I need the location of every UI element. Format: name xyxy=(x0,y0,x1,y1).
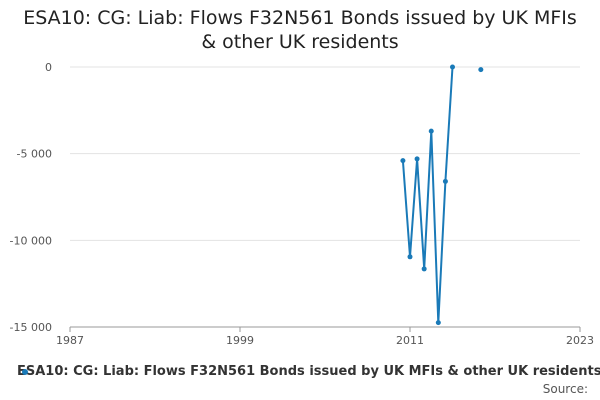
series-layer xyxy=(400,64,484,326)
grid-lines xyxy=(70,66,580,328)
y-tick-label: -15 000 xyxy=(10,321,52,334)
data-point xyxy=(435,320,441,326)
chart-title: ESA10: CG: Liab: Flows F32N561 Bonds iss… xyxy=(23,7,577,53)
x-tick-label: 2011 xyxy=(396,334,424,347)
data-point xyxy=(442,178,448,184)
x-tick-label: 1987 xyxy=(56,334,84,347)
data-point xyxy=(414,156,420,162)
source-label: Source: xyxy=(542,382,588,396)
legend-label: ESA10: CG: Liab: Flows F32N561 Bonds iss… xyxy=(17,364,600,379)
axes xyxy=(69,326,581,332)
y-tick-label: -5 000 xyxy=(17,148,52,161)
y-tick-label: -10 000 xyxy=(10,234,52,247)
data-point xyxy=(478,67,484,73)
series-line xyxy=(401,66,454,324)
x-tick-label: 2023 xyxy=(566,334,594,347)
x-tick-label: 1999 xyxy=(226,334,254,347)
data-point xyxy=(400,158,406,164)
data-point xyxy=(450,64,455,70)
legend[interactable]: ESA10: CG: Liab: Flows F32N561 Bonds iss… xyxy=(14,364,600,379)
data-point xyxy=(407,254,413,260)
x-axis-labels: 1987 1999 2011 2023 xyxy=(56,334,594,347)
y-tick-label: 0 xyxy=(45,61,52,74)
data-point xyxy=(421,266,427,272)
data-point xyxy=(428,128,434,134)
y-axis-labels: 0 -5 000 -10 000 -15 000 xyxy=(10,61,52,334)
